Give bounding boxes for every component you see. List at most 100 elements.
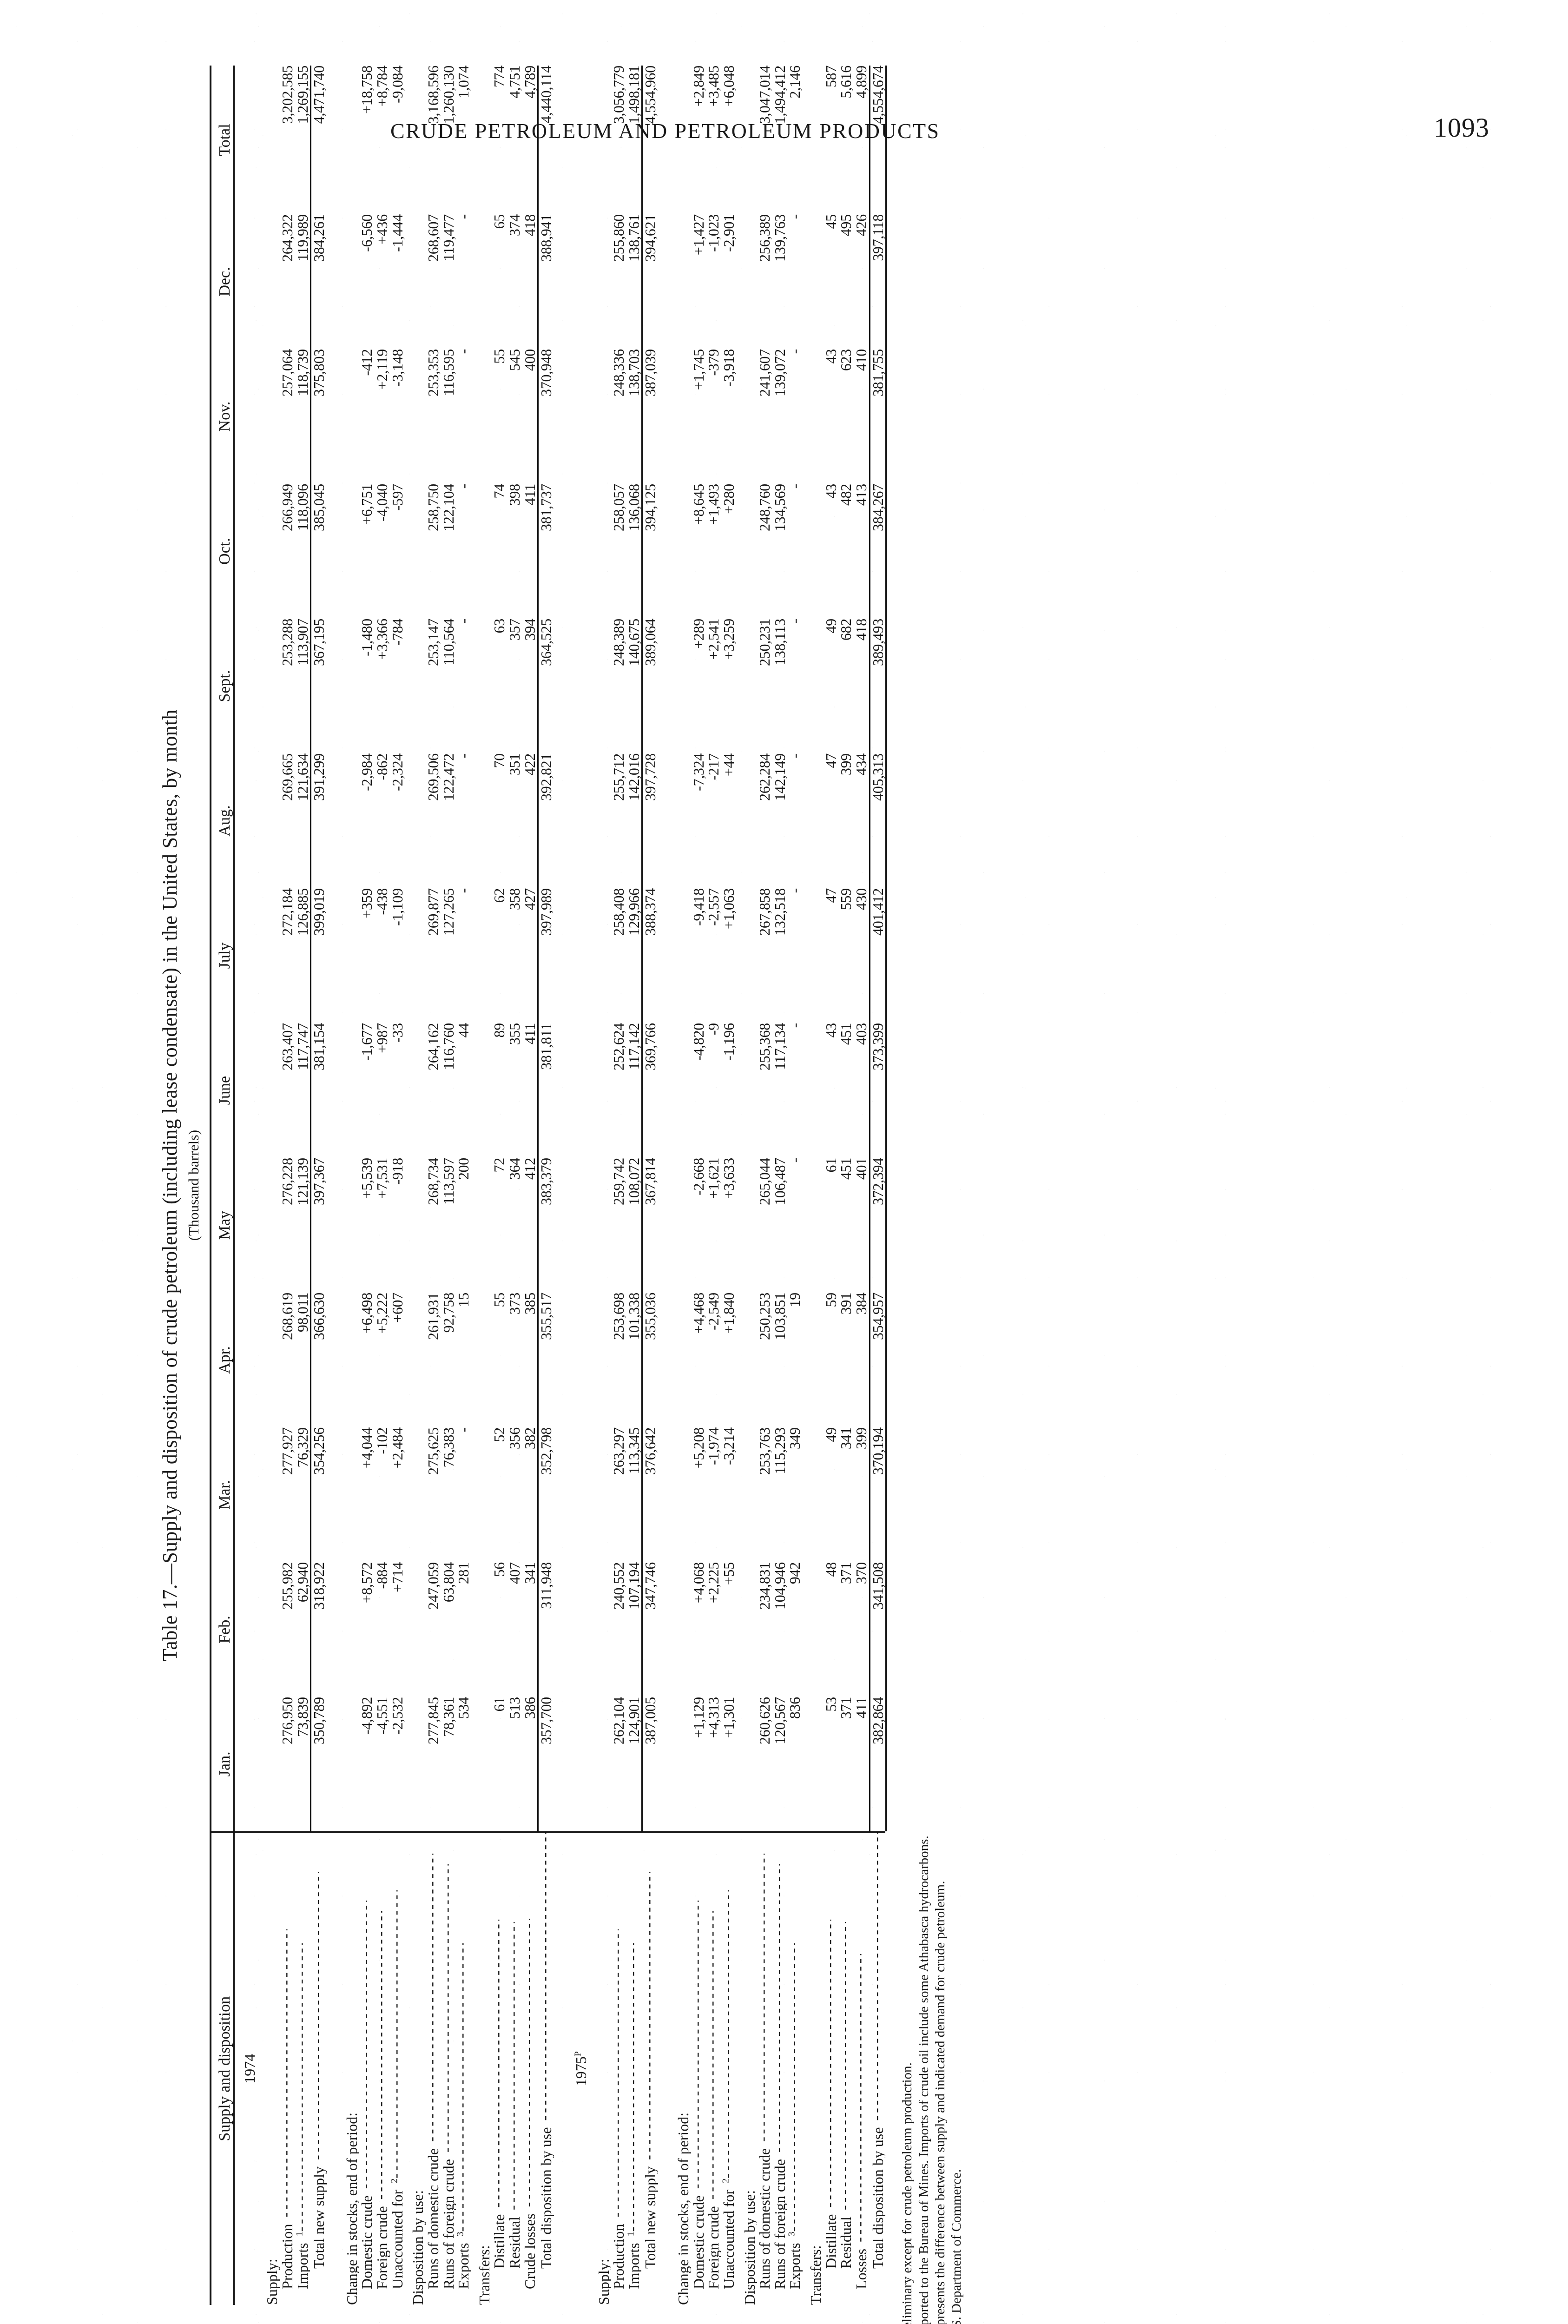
spacer-cell — [658, 1697, 670, 1832]
table-cell: 389,493 — [870, 619, 887, 754]
table-cell: 430 — [852, 888, 870, 911]
table-cell: 247,059 — [424, 1562, 441, 1610]
table-cell: 682 — [837, 619, 855, 641]
row-label: Production — [279, 2217, 295, 2289]
table-cell: 4,751 — [506, 66, 523, 99]
table-cell: +359 — [358, 888, 376, 918]
table-cell: 351 — [506, 753, 523, 776]
table-cell: 4,471,740 — [310, 66, 327, 215]
table-cell: +1,745 — [690, 349, 707, 390]
table-cell: 118,739 — [294, 349, 311, 396]
section-heading-row: Change in stocks, end of period: — [670, 66, 691, 2305]
table-cell — [670, 1427, 691, 1562]
table-cell: 113,907 — [294, 619, 311, 666]
table-cell: +8,572 — [358, 1562, 376, 1604]
dot-leader: ----------------------------------------… — [757, 1854, 771, 2142]
table-cell: 49 — [822, 1427, 839, 1442]
table-cell: 412 — [521, 1158, 538, 1180]
table-cell — [471, 619, 492, 753]
table-cell — [339, 214, 360, 349]
table-cell: 113,597 — [440, 1158, 457, 1205]
table-cell: 253,353 — [424, 349, 441, 396]
table-cell: 108,072 — [625, 1158, 642, 1205]
table-cell: 4,899 — [852, 66, 870, 99]
year-label: 1974 — [234, 1832, 259, 2305]
table-cell: 121,139 — [294, 1158, 311, 1205]
table-head: Supply and disposition Jan. Feb. Mar. Apr. M… — [211, 66, 234, 2305]
table-cell: 587 — [822, 66, 839, 88]
table-cell: - — [786, 349, 804, 354]
table-cell — [737, 349, 758, 484]
table-cell — [803, 1023, 824, 1158]
table-cell — [737, 1293, 758, 1427]
table-cell — [670, 66, 691, 214]
table-cell: +4,068 — [690, 1562, 707, 1604]
spacer-cell — [326, 1832, 339, 2305]
table-cell: 401,412 — [870, 888, 887, 1023]
table-cell — [591, 888, 612, 1023]
table-cell: -597 — [389, 484, 406, 511]
dot-leader: ----------------------------------------… — [359, 1901, 373, 2189]
table-cell: 255,982 — [278, 1562, 296, 1610]
row-label: Production — [611, 2217, 626, 2289]
table-cell: -1,109 — [389, 888, 406, 926]
total-row: Total disposition by use ---------------… — [538, 66, 554, 2305]
table-cell: 1,498,181 — [625, 66, 642, 124]
footnote-marker: 1 — [295, 2232, 304, 2237]
table-header-row: Supply and disposition Jan. Feb. Mar. Apr. M… — [211, 66, 234, 2305]
table-cell: +5,208 — [690, 1427, 707, 1469]
table-cell: 426 — [852, 214, 870, 237]
row-label: Crude losses — [522, 2207, 538, 2289]
table-cell: 386 — [521, 1697, 538, 1719]
table-cell: 129,966 — [625, 888, 642, 936]
table-cell: 48 — [822, 1562, 839, 1577]
table-cell: +714 — [389, 1562, 406, 1592]
table-cell: -102 — [374, 1427, 391, 1454]
table-cell — [405, 1158, 426, 1293]
table-cell: 358 — [506, 888, 523, 911]
running-head: CRUDE PETROLEUM AND PETROLEUM PRODUCTS 1… — [0, 112, 1568, 151]
table-cell: 62 — [491, 888, 508, 903]
table-row: Imports1 -------------------------------… — [626, 66, 642, 2305]
table-cell: -918 — [389, 1158, 406, 1185]
table-cell: 104,946 — [771, 1562, 788, 1610]
table-cell: - — [786, 1023, 804, 1028]
table-cell: 384 — [852, 1293, 870, 1315]
row-label: Change in stocks, end of period: — [343, 2109, 360, 2305]
table-cell: 124,901 — [625, 1697, 642, 1744]
table-cell: 387,005 — [642, 1697, 659, 1832]
table-cell: -412 — [358, 349, 376, 376]
dot-leader: ----------------------------------------… — [507, 1922, 520, 2210]
table-cell: 262,284 — [756, 753, 773, 801]
table-cell — [670, 349, 691, 484]
table-cell: 376,642 — [642, 1427, 659, 1563]
table-cell: 15 — [455, 1293, 472, 1307]
spacer-cell — [658, 66, 670, 214]
table-cell: 72 — [491, 1158, 508, 1173]
table-cell — [803, 753, 824, 888]
table-cell: 401 — [852, 1158, 870, 1180]
dot-leader: ----------------------------------------… — [295, 1944, 309, 2232]
empty-cell — [234, 888, 259, 1023]
table-cell: 116,760 — [440, 1023, 457, 1070]
table-cell: 269,877 — [424, 888, 441, 936]
table-cell: 389,064 — [642, 619, 659, 754]
table-cell: 241,607 — [756, 349, 773, 396]
dot-leader: ----------------------------------------… — [691, 1901, 705, 2189]
table-cell: 73,839 — [294, 1697, 311, 1737]
table-cell: 103,851 — [771, 1293, 788, 1340]
empty-cell — [566, 66, 591, 214]
spacer-cell — [658, 753, 670, 888]
table-cell: 140,675 — [625, 619, 642, 666]
table-cell: +4,468 — [690, 1293, 707, 1334]
spacer-cell — [554, 1158, 566, 1293]
table-cell: 63 — [491, 619, 508, 634]
table-cell: -884 — [374, 1562, 391, 1589]
table-cell: 370,194 — [870, 1427, 887, 1563]
table-cell — [591, 214, 612, 349]
table-cell: -2,668 — [690, 1158, 707, 1195]
table-cell: -2,984 — [358, 753, 376, 791]
spacer-cell — [554, 349, 566, 484]
table-cell: 387,039 — [642, 349, 659, 484]
empty-cell — [234, 349, 259, 484]
